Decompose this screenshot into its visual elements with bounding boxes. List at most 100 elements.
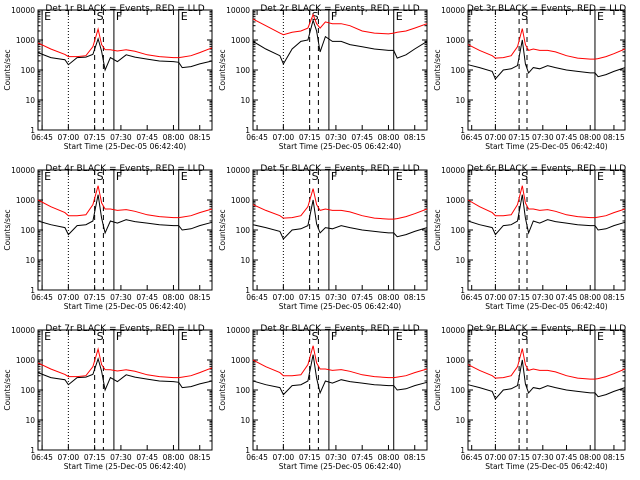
events-series-line (467, 39, 626, 80)
plot-frame (37, 329, 213, 451)
lld-series-line (37, 185, 213, 219)
plot-frame (467, 9, 626, 131)
x-tick-label: 07:45 (351, 293, 373, 302)
x-tick-label: 08:15 (404, 133, 426, 142)
x-tick-label: 07:15 (299, 453, 321, 462)
x-tick-label: 06:45 (461, 293, 483, 302)
x-tick-label: 08:15 (189, 453, 211, 462)
x-tick-label: 07:15 (84, 293, 106, 302)
x-tick-label: 08:15 (404, 293, 426, 302)
x-tick-label: 07:30 (325, 133, 347, 142)
x-tick-label: 07:15 (508, 293, 530, 302)
y-axis-label: Counts/sec (218, 209, 227, 250)
event-marker-label: F (116, 170, 122, 183)
y-tick-label: 10000 (441, 326, 465, 335)
detector-panel: Det 7r BLACK = Events, RED = LLD 1 10 100 10… (3, 324, 213, 471)
y-tick-label: 10000 (11, 166, 35, 175)
y-tick-label: 1 (30, 446, 35, 455)
x-axis-label: Start Time (25-Dec-05 06:42:40) (279, 142, 401, 151)
panel-title: Det 7r BLACK = Events, RED = LLD (45, 324, 204, 334)
x-tick-label: 07:15 (299, 133, 321, 142)
y-tick-label: 1000 (231, 36, 250, 45)
y-tick-label: 1000 (231, 196, 250, 205)
y-axis-label: Counts/sec (218, 49, 227, 90)
x-tick-label: 07:00 (485, 453, 507, 462)
x-tick-label: 07:00 (58, 293, 80, 302)
x-tick-label: 07:45 (136, 293, 158, 302)
y-tick-label: 1 (460, 126, 465, 135)
y-tick-label: 1 (245, 446, 250, 455)
event-marker-label: F (116, 10, 122, 23)
event-marker-label: E (396, 10, 403, 23)
x-tick-label: 06:45 (246, 133, 268, 142)
x-axis-label: Start Time (25-Dec-05 06:42:40) (64, 302, 186, 311)
panel-title: Det 9r BLACK = Events, RED = LLD (467, 324, 626, 334)
x-tick-label: 07:45 (556, 293, 578, 302)
x-tick-label: 08:15 (603, 133, 625, 142)
plot-frame (467, 329, 626, 451)
events-series-line (37, 357, 213, 392)
x-tick-label: 06:45 (461, 133, 483, 142)
x-axis-label: Start Time (25-Dec-05 06:42:40) (64, 462, 186, 471)
event-marker-label: E (396, 330, 403, 343)
x-tick-label: 07:00 (273, 293, 295, 302)
lld-series-line (252, 345, 428, 379)
x-tick-label: 08:00 (378, 133, 400, 142)
x-tick-label: 07:30 (110, 453, 132, 462)
x-tick-label: 07:45 (556, 133, 578, 142)
panel-title: Det 8r BLACK = Events, RED = LLD (260, 324, 419, 334)
lld-series-line (467, 185, 626, 219)
x-axis-label: Start Time (25-Dec-05 06:42:40) (485, 302, 607, 311)
x-tick-label: 08:15 (404, 453, 426, 462)
event-marker-label: S (97, 170, 104, 183)
y-tick-label: 10000 (441, 166, 465, 175)
y-tick-label: 10 (455, 96, 465, 105)
detector-panel: Det 5r BLACK = Events, RED = LLD 1 10 100 10… (218, 164, 428, 311)
y-tick-label: 10 (455, 256, 465, 265)
event-marker-label: E (44, 170, 51, 183)
plot-frame (37, 9, 213, 131)
x-tick-label: 07:00 (58, 453, 80, 462)
x-tick-label: 08:15 (189, 293, 211, 302)
x-tick-label: 07:15 (508, 133, 530, 142)
lld-series-line (37, 27, 213, 59)
x-axis-label: Start Time (25-Dec-05 06:42:40) (279, 302, 401, 311)
y-tick-label: 100 (236, 66, 251, 75)
x-axis-label: Start Time (25-Dec-05 06:42:40) (279, 462, 401, 471)
lld-series-line (252, 188, 428, 220)
event-marker-label: F (331, 170, 337, 183)
x-axis-label: Start Time (25-Dec-05 06:42:40) (485, 462, 607, 471)
x-tick-label: 08:00 (378, 453, 400, 462)
x-tick-label: 08:00 (163, 293, 185, 302)
lld-series-line (467, 28, 626, 60)
x-axis-label: Start Time (25-Dec-05 06:42:40) (485, 142, 607, 151)
y-tick-label: 100 (21, 66, 36, 75)
x-tick-label: 07:00 (273, 133, 295, 142)
y-axis-label: Counts/sec (3, 209, 12, 250)
y-tick-label: 10000 (11, 326, 35, 335)
y-tick-label: 1 (460, 286, 465, 295)
y-tick-label: 100 (236, 226, 251, 235)
detector-panel: Det 9r BLACK = Events, RED = LLD 1 10 100 10… (433, 324, 626, 471)
event-marker-label: S (312, 330, 319, 343)
event-marker-label: S (521, 10, 528, 23)
y-tick-label: 10000 (226, 326, 250, 335)
x-tick-label: 08:15 (603, 453, 625, 462)
x-tick-label: 08:00 (579, 453, 601, 462)
x-tick-label: 07:30 (532, 293, 554, 302)
y-axis-label: Counts/sec (433, 209, 442, 250)
y-tick-label: 10000 (11, 6, 35, 15)
x-tick-label: 07:45 (136, 453, 158, 462)
event-marker-label: E (597, 170, 604, 183)
x-tick-label: 08:00 (163, 453, 185, 462)
event-marker-label: E (396, 170, 403, 183)
y-tick-label: 10000 (226, 6, 250, 15)
events-series-line (252, 199, 428, 240)
x-tick-label: 07:45 (351, 453, 373, 462)
y-axis-label: Counts/sec (3, 49, 12, 90)
y-tick-label: 1000 (231, 356, 250, 365)
plot-frame (252, 169, 428, 291)
x-tick-label: 07:00 (485, 293, 507, 302)
y-tick-label: 100 (451, 386, 466, 395)
events-series-line (37, 37, 213, 72)
